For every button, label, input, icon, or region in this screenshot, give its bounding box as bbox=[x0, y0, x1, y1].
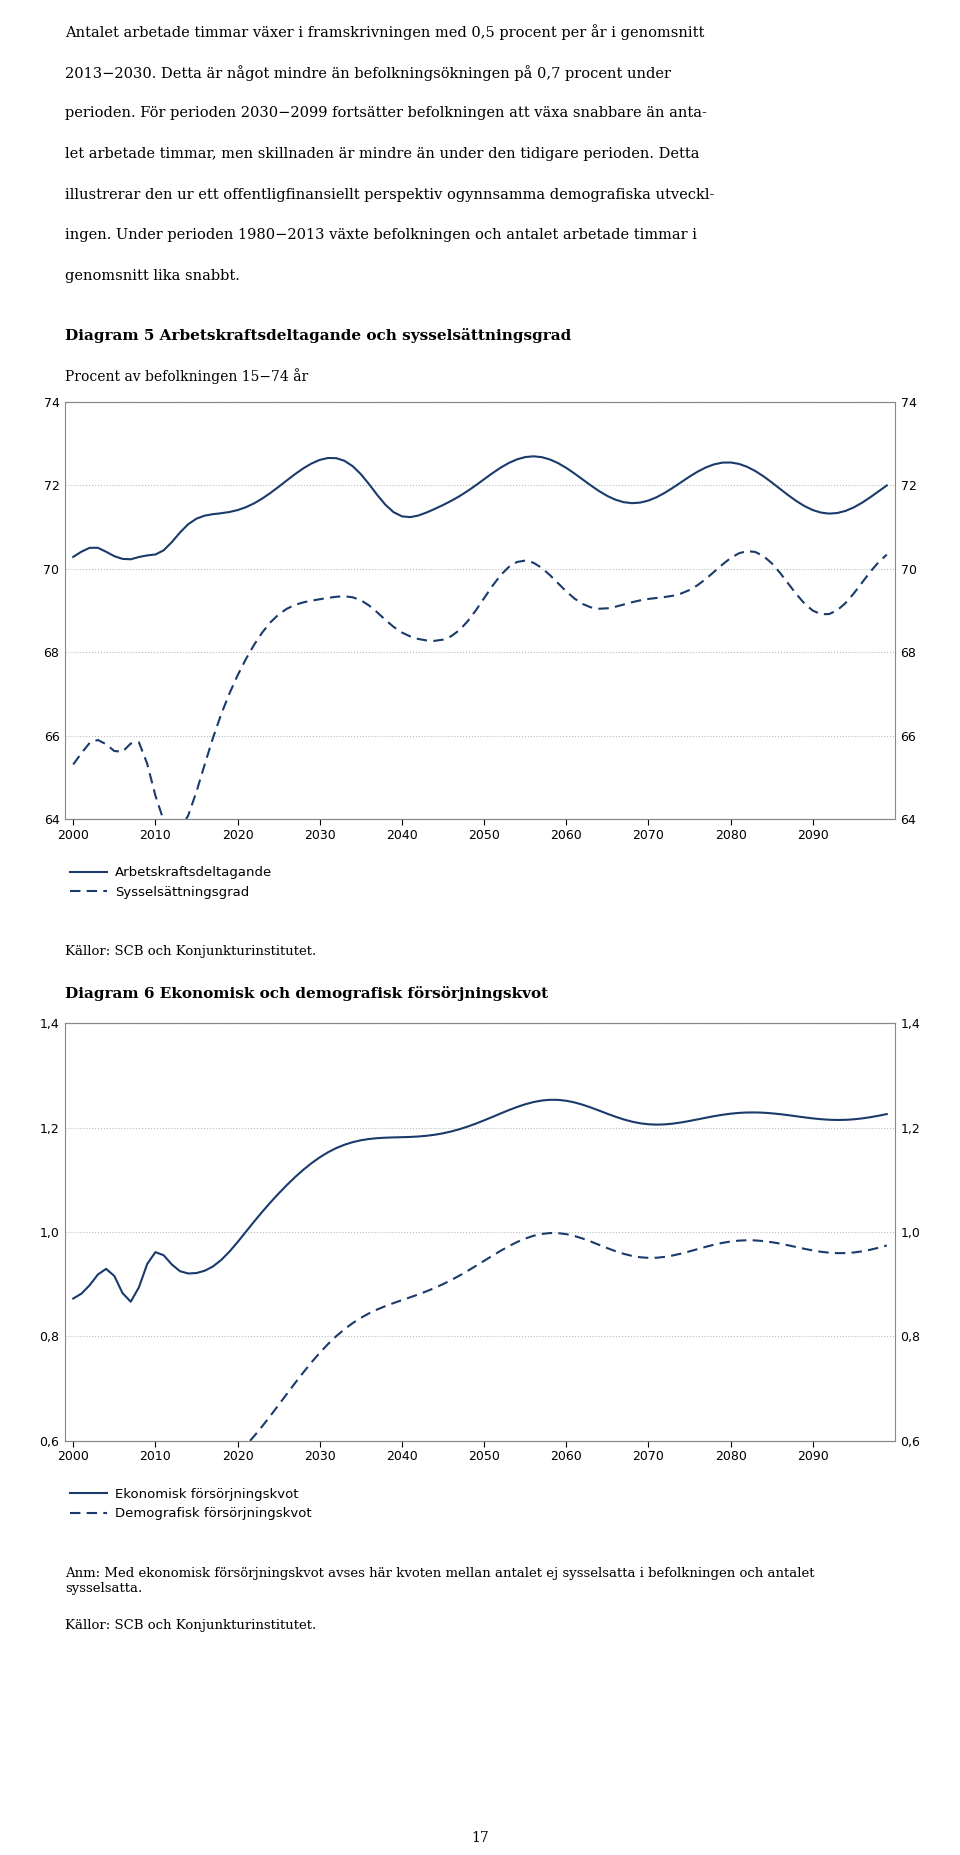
Text: genomsnitt lika snabbt.: genomsnitt lika snabbt. bbox=[65, 269, 240, 284]
Text: Källor: SCB och Konjunkturinstitutet.: Källor: SCB och Konjunkturinstitutet. bbox=[65, 1619, 316, 1632]
Text: perioden. För perioden 2030−2099 fortsätter befolkningen att växa snabbare än an: perioden. För perioden 2030−2099 fortsät… bbox=[65, 106, 707, 121]
Text: illustrerar den ur ett offentligfinansiellt perspektiv ogynnsamma demografiska u: illustrerar den ur ett offentligfinansie… bbox=[65, 187, 714, 202]
Text: Källor: SCB och Konjunkturinstitutet.: Källor: SCB och Konjunkturinstitutet. bbox=[65, 946, 316, 959]
Text: Diagram 6 Ekonomisk och demografisk försörjningskvot: Diagram 6 Ekonomisk och demografisk förs… bbox=[65, 987, 548, 1002]
Text: 17: 17 bbox=[471, 1831, 489, 1844]
Text: let arbetade timmar, men skillnaden är mindre än under den tidigare perioden. De: let arbetade timmar, men skillnaden är m… bbox=[65, 147, 700, 161]
Text: Diagram 5 Arbetskraftsdeltagande och sysselsättningsgrad: Diagram 5 Arbetskraftsdeltagande och sys… bbox=[65, 328, 571, 343]
Text: Anm: Med ekonomisk försörjningskvot avses här kvoten mellan antalet ej sysselsat: Anm: Med ekonomisk försörjningskvot avse… bbox=[65, 1567, 814, 1595]
Legend: Arbetskraftsdeltagande, Sysselsättningsgrad: Arbetskraftsdeltagande, Sysselsättningsg… bbox=[65, 861, 277, 903]
Text: Procent av befolkningen 15−74 år: Procent av befolkningen 15−74 år bbox=[65, 369, 308, 384]
Text: 2013−2030. Detta är något mindre än befolkningsökningen på 0,7 procent under: 2013−2030. Detta är något mindre än befo… bbox=[65, 65, 671, 82]
Legend: Ekonomisk försörjningskvot, Demografisk försörjningskvot: Ekonomisk försörjningskvot, Demografisk … bbox=[65, 1482, 317, 1525]
Text: ingen. Under perioden 1980−2013 växte befolkningen och antalet arbetade timmar i: ingen. Under perioden 1980−2013 växte be… bbox=[65, 228, 697, 243]
Text: Antalet arbetade timmar växer i framskrivningen med 0,5 procent per år i genomsn: Antalet arbetade timmar växer i framskri… bbox=[65, 24, 705, 41]
